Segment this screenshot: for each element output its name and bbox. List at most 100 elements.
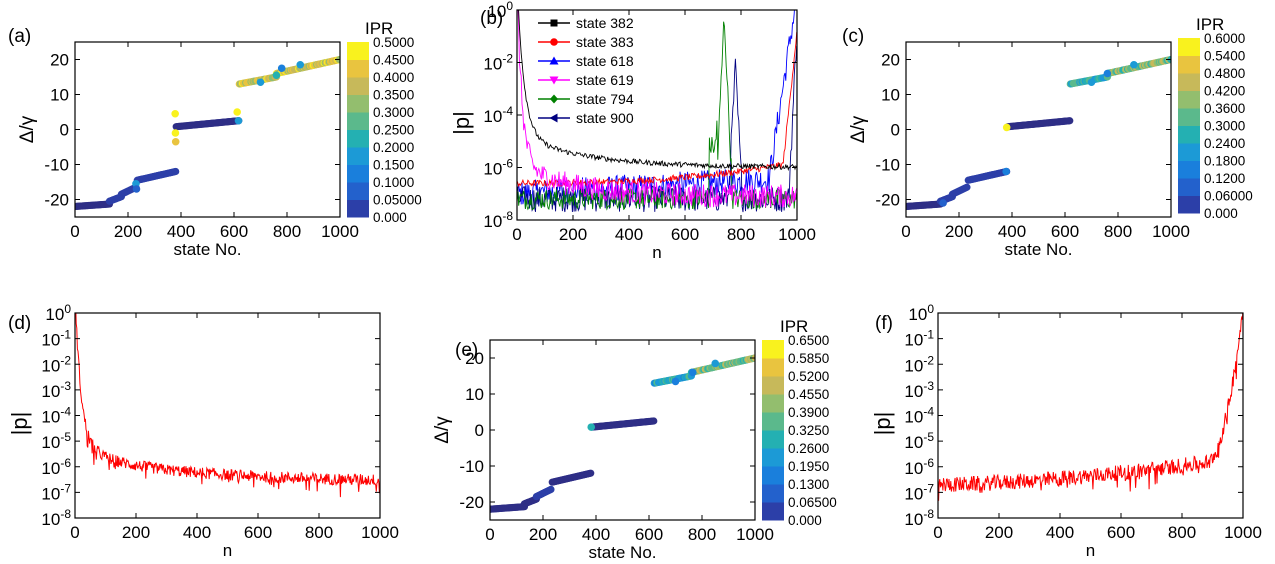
- colorbar-label: 0.3000: [1204, 119, 1245, 134]
- y-axis-label: |p|: [449, 111, 474, 135]
- y-tick-label: 10-8: [904, 507, 934, 529]
- colorbar: 0.000 0.05000 0.1000 0.1500 0.2000 0.2500 0.30…: [347, 19, 422, 225]
- legend-marker: [549, 56, 559, 65]
- y-tick-label: 10-3: [904, 379, 934, 401]
- legend-label: state 619: [576, 72, 634, 88]
- data-point: [1002, 167, 1010, 176]
- y-tick-label: 10-6: [41, 456, 71, 478]
- x-tick-label: 400: [1046, 523, 1074, 542]
- panel-label: (d): [8, 313, 31, 334]
- x-tick-label: 0: [70, 523, 79, 542]
- y-tick-label: 10-7: [904, 481, 934, 503]
- panel-label: (c): [842, 26, 864, 47]
- colorbar: 0.000 0.06500 0.1300 0.1950 0.2600 0.3250 0.39…: [762, 317, 837, 528]
- y-tick-label: 0: [60, 121, 69, 140]
- panel-d: (d) 0 200 400 600 800 1000 n 100 10-1 10-2 10-3 10-4…: [7, 302, 399, 560]
- colorbar-swatch: [1178, 143, 1200, 161]
- y-tick-label: 10: [50, 86, 69, 105]
- data-point: [547, 485, 555, 493]
- plot-area: [75, 313, 380, 498]
- y-tick-label: -20: [875, 191, 900, 210]
- colorbar-label: 0.3600: [1204, 101, 1245, 116]
- y-tick-label: 10-1: [41, 328, 71, 350]
- x-tick-label: 800: [305, 523, 333, 542]
- data-point: [1130, 60, 1138, 69]
- panel-a: (a) 0 200 400 600 800 1000 state No. -20 -10 0 10 20…: [8, 19, 422, 259]
- x-axis-label: n: [652, 243, 661, 262]
- colorbar-label: 0.5850: [788, 351, 829, 366]
- x-tick-label: 600: [220, 222, 248, 241]
- colorbar-label: 0.6000: [1204, 31, 1245, 46]
- series-line: [518, 10, 797, 172]
- y-tick-label: 10-2: [483, 52, 513, 74]
- legend-marker: [550, 94, 558, 104]
- data-point: [1087, 78, 1096, 87]
- y-tick-label: 10-7: [41, 481, 71, 503]
- legend: state 382 state 383 state 618 state 619 stat…: [538, 15, 634, 126]
- colorbar-label: 0.3500: [373, 88, 414, 103]
- plot-area: [75, 55, 340, 211]
- plot-frame: [74, 312, 381, 519]
- x-tick-label: 800: [273, 222, 301, 241]
- colorbar-label: 0.05000: [373, 193, 422, 208]
- x-tick-label: 800: [688, 525, 716, 544]
- plot-area: [517, 10, 797, 213]
- legend-marker: [549, 76, 559, 85]
- legend-label: state 618: [576, 53, 634, 69]
- y-tick-label: 100: [908, 302, 934, 324]
- colorbar-label: 0.1300: [788, 477, 829, 492]
- colorbar-swatch: [1178, 90, 1200, 109]
- colorbar-label: 0.5400: [1204, 49, 1245, 64]
- y-axis-label: Δ/γ: [432, 416, 453, 444]
- data-point: [296, 60, 305, 69]
- colorbar-label: 0.1950: [788, 459, 829, 474]
- data-point: [963, 183, 971, 191]
- y-tick-label: 10-2: [41, 353, 71, 375]
- y-tick-label: 100: [45, 302, 71, 324]
- colorbar-swatch: [347, 147, 369, 165]
- x-tick-label: 200: [114, 222, 142, 241]
- colorbar-label: 0.1000: [373, 175, 414, 190]
- colorbar-label: 0.000: [788, 513, 822, 528]
- colorbar-swatch: [1178, 160, 1200, 179]
- colorbar-swatch: [347, 199, 369, 218]
- colorbar-swatch: [347, 42, 369, 60]
- colorbar-swatch: [1178, 125, 1200, 144]
- x-tick-label: 600: [1051, 222, 1079, 241]
- colorbar-label: 0.000: [373, 210, 407, 225]
- data-point: [171, 137, 180, 146]
- x-tick-label: 1000: [778, 225, 816, 244]
- x-tick-label: 400: [183, 523, 211, 542]
- legend-label: state 383: [576, 34, 634, 50]
- x-tick-label: 200: [945, 222, 973, 241]
- data-point: [587, 469, 595, 477]
- panel-e: (e) 0 200 400 600 800 1000 state No. -20 -10 0 10 20…: [432, 317, 837, 562]
- x-tick-label: 1000: [736, 525, 774, 544]
- x-tick-label: 0: [933, 523, 942, 542]
- colorbar-label: 0.6500: [788, 333, 829, 348]
- y-tick-label: 10-5: [41, 430, 71, 452]
- x-tick-label: 600: [635, 525, 663, 544]
- colorbar-swatch: [762, 430, 784, 449]
- y-tick-label: -20: [459, 493, 484, 512]
- colorbar-swatch: [1178, 38, 1200, 56]
- y-tick-label: 10-6: [904, 456, 934, 478]
- colorbar-label: 0.1200: [1204, 171, 1245, 186]
- legend-marker: [549, 113, 558, 123]
- data-point: [132, 185, 141, 193]
- y-tick-label: 0: [891, 121, 900, 140]
- x-tick-label: 800: [1168, 523, 1196, 542]
- x-tick-label: 0: [512, 225, 521, 244]
- data-point: [1066, 117, 1074, 125]
- x-tick-label: 0: [901, 222, 910, 241]
- panel-label: (b): [480, 8, 503, 29]
- x-tick-label: 200: [122, 523, 150, 542]
- x-tick-label: 400: [998, 222, 1026, 241]
- colorbar-label: 0.000: [1204, 206, 1238, 221]
- y-tick-label: 10-2: [904, 353, 934, 375]
- data-point: [171, 129, 180, 137]
- plot-area: [938, 313, 1243, 501]
- y-tick-label: 20: [465, 349, 484, 368]
- series-line: [517, 21, 797, 211]
- colorbar-label: 0.4800: [1204, 66, 1245, 81]
